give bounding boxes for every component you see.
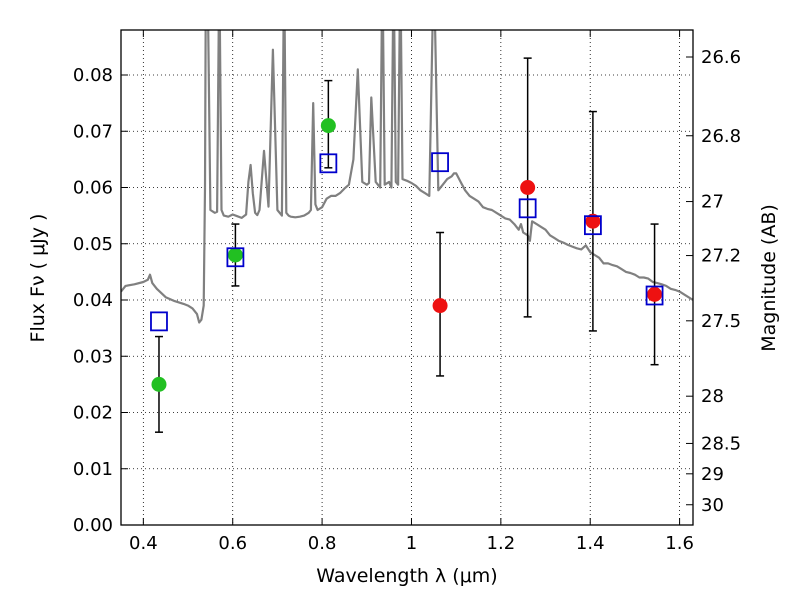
y2-tick-label: 28 xyxy=(701,386,724,407)
y2-tick-label: 26.8 xyxy=(701,126,741,147)
y2-tick-label: 27.5 xyxy=(701,311,741,332)
y-tick-label: 0.02 xyxy=(73,403,113,424)
observed-flux-point xyxy=(647,286,663,302)
model-flux-square xyxy=(584,215,602,236)
y-tick-label: 0.01 xyxy=(73,459,113,480)
model-flux-square xyxy=(150,311,168,332)
x-tick-label: 0.8 xyxy=(308,533,337,554)
y2-tick-label: 27.2 xyxy=(701,246,741,267)
x-tick-label: 0.6 xyxy=(218,533,247,554)
x-tick-label: 1 xyxy=(406,533,417,554)
y2-tick-label: 29 xyxy=(701,464,724,485)
observed-flux-point xyxy=(151,376,167,392)
observed-flux-point xyxy=(585,213,601,229)
sed-line xyxy=(121,30,693,324)
y-tick-label: 0.08 xyxy=(73,65,113,86)
plot-frame xyxy=(120,29,694,526)
y2-axis-label: Magnitude (AB) xyxy=(758,204,780,352)
grid xyxy=(121,30,693,526)
axes: 0.4 0.6 0.8 1 1.2 1.4 1.6 0.00 0.01 0.02 0.03 0.04 0… xyxy=(73,30,741,554)
y2-tick-label: 30 xyxy=(701,495,724,516)
errorbar-layer xyxy=(154,57,659,433)
model-flux-square xyxy=(226,247,245,268)
x-tick-label: 1.4 xyxy=(576,533,605,554)
model-flux-square xyxy=(319,153,338,174)
model-flux-square xyxy=(431,152,449,173)
y-axis-label: Flux Fν ( μJy ) xyxy=(27,214,49,343)
y-tick-label: 0.03 xyxy=(73,346,113,367)
y-tick-label: 0.05 xyxy=(73,234,113,255)
y2-tick-label: 27 xyxy=(701,192,724,213)
observed-flux-point xyxy=(227,247,243,263)
sed-curve-layer xyxy=(121,30,693,324)
y-tick-label: 0.04 xyxy=(73,290,113,311)
y2-tick-label: 26.6 xyxy=(701,47,741,68)
x-tick-label: 1.6 xyxy=(665,533,694,554)
observed-flux-point xyxy=(320,118,336,134)
x-tick-label: 1.2 xyxy=(487,533,516,554)
y2-tick-label: 28.5 xyxy=(701,433,741,454)
model-flux-square xyxy=(645,285,664,306)
x-tick-label: 0.4 xyxy=(129,533,158,554)
y-tick-label: 0.00 xyxy=(73,515,113,536)
x-axis-label: Wavelength λ (μm) xyxy=(316,565,497,587)
data-point-layer xyxy=(150,118,664,392)
observed-flux-point xyxy=(432,298,448,314)
model-flux-square xyxy=(518,198,537,219)
y-tick-label: 0.06 xyxy=(73,178,113,199)
y-tick-label: 0.07 xyxy=(73,121,113,142)
observed-flux-point xyxy=(520,180,536,195)
